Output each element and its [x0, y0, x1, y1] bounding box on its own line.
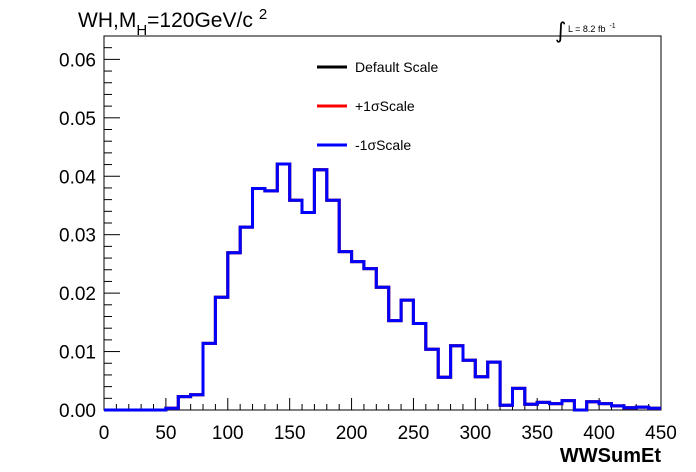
- x-tick-label: 400: [583, 423, 615, 444]
- y-tick-label: 0.06: [59, 50, 96, 71]
- lumi-annotation: L = 8.2 fb -1: [568, 23, 616, 34]
- lumi-symbol: ∫: [555, 19, 566, 44]
- y-axis: 0.00 0.01 0.02 0.03 0.04 0.05 0.06: [59, 35, 120, 422]
- lumi-superscript: -1: [609, 23, 615, 30]
- x-tick-label: 100: [212, 423, 244, 444]
- legend-label-plus: +1σScale: [355, 98, 415, 114]
- series-layer: [104, 162, 661, 412]
- legend-label-default: Default Scale: [355, 59, 438, 75]
- plot-frame: [103, 35, 662, 411]
- x-tick-label: 300: [459, 423, 491, 444]
- series-minus-1sigma-scale: [104, 162, 661, 412]
- chart-title: WH,MH=120GeV/c 2: [78, 6, 267, 39]
- legend-label-minus: -1σScale: [355, 137, 411, 153]
- title-middle: =120GeV/c: [147, 9, 253, 32]
- y-tick-label: 0.00: [59, 401, 96, 422]
- title-superscript: 2: [259, 6, 267, 23]
- y-tick-label: 0.05: [59, 109, 96, 130]
- x-tick-label: 250: [398, 423, 430, 444]
- y-tick-label: 0.02: [59, 284, 96, 305]
- lumi-text: L = 8.2 fb: [568, 24, 605, 34]
- title-prefix: WH,M: [78, 9, 136, 32]
- y-tick-label: 0.03: [59, 226, 96, 247]
- y-tick-label: 0.04: [59, 167, 96, 188]
- x-tick-label: 150: [274, 423, 306, 444]
- x-tick-label: 0: [99, 423, 110, 444]
- x-tick-label: 50: [155, 423, 176, 444]
- x-tick-label: 200: [336, 423, 368, 444]
- legend: Default Scale +1σScale -1σScale: [317, 59, 438, 153]
- y-tick-label: 0.01: [59, 343, 96, 364]
- title-subscript: H: [136, 22, 147, 39]
- x-tick-label: 350: [521, 423, 553, 444]
- x-axis-label: WWSumEt: [560, 445, 661, 467]
- x-axis: 0 50 100 150 200 250 300 350 400 450: [99, 398, 677, 444]
- x-tick-label: 450: [645, 423, 677, 444]
